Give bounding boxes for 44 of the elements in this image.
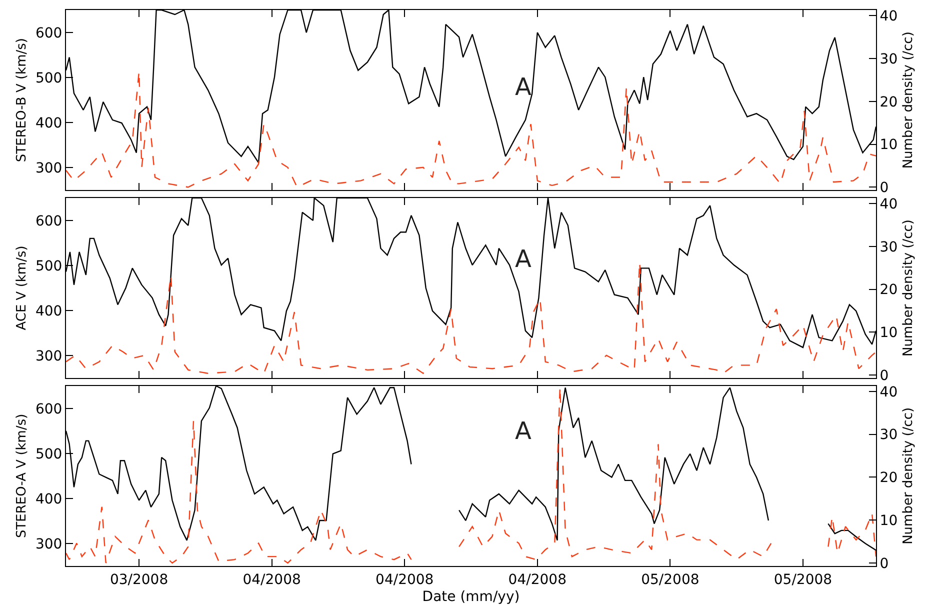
- y2-tick-label: 30: [880, 427, 898, 444]
- y2-tick-label: 30: [880, 51, 898, 68]
- y-tick-label: 600: [35, 25, 62, 42]
- y2-tick-label: 20: [880, 94, 898, 110]
- y-tick-label: 500: [35, 70, 62, 86]
- y-tick-label: 300: [35, 160, 62, 177]
- y2-tick-label: 10: [880, 137, 898, 154]
- y2-tick-label: 10: [880, 325, 898, 342]
- annotation: A: [515, 417, 532, 445]
- y-axis-title: STEREO-A V (km/s): [14, 414, 30, 538]
- y2-tick-label: 0: [880, 556, 889, 572]
- y-tick-label: 300: [35, 536, 62, 552]
- line-series: [66, 70, 876, 188]
- x-tick-label: 04/2008: [508, 572, 566, 588]
- annotation: A: [515, 245, 532, 273]
- y2-tick-label: 10: [880, 513, 898, 530]
- y-tick-label: 500: [35, 446, 62, 462]
- x-tick-label: 04/2008: [376, 572, 434, 588]
- y-axis-title: ACE V (km/s): [14, 246, 30, 330]
- y-tick-label: 400: [35, 303, 62, 320]
- y2-tick-label: 0: [880, 180, 889, 196]
- x-tick-label: 04/2008: [242, 572, 301, 588]
- y-tick-label: 500: [35, 258, 62, 274]
- y-axis-title: STEREO-B V (km/s): [14, 38, 30, 162]
- y2-tick-label: 40: [880, 8, 898, 24]
- x-axis-title: Date (mm/yy): [422, 589, 520, 606]
- y2-tick-label: 20: [880, 470, 898, 486]
- annotation: A: [515, 73, 532, 101]
- y2-tick-label: 40: [880, 384, 898, 400]
- y2-tick-label: 0: [880, 368, 889, 384]
- y2-tick-label: 40: [880, 196, 898, 212]
- y2-axis-title: Number density (/cc): [901, 32, 916, 169]
- y-tick-label: 400: [35, 491, 62, 508]
- y-tick-label: 600: [35, 213, 62, 230]
- x-tick-label: 05/2008: [774, 572, 832, 588]
- y-tick-label: 300: [35, 348, 62, 364]
- y2-tick-label: 20: [880, 282, 898, 298]
- y2-tick-label: 30: [880, 239, 898, 256]
- y-tick-label: 600: [35, 401, 62, 418]
- x-tick-label: 03/2008: [110, 572, 168, 588]
- y2-axis-title: Number density (/cc): [901, 407, 916, 544]
- y-tick-label: 400: [35, 115, 62, 132]
- x-tick-label: 05/2008: [641, 572, 700, 588]
- y2-axis-title: Number density (/cc): [901, 220, 916, 356]
